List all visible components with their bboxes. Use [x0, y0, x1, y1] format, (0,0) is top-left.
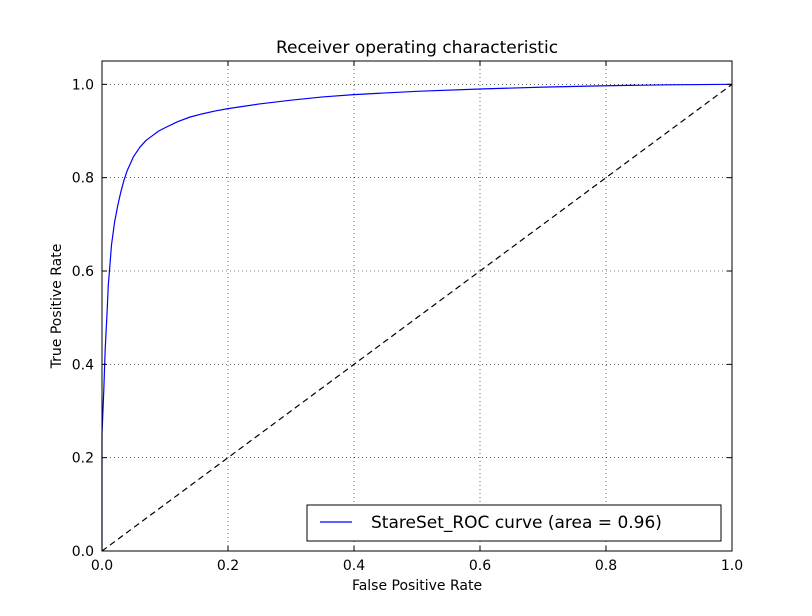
chance-diagonal-line — [101, 83, 733, 552]
legend: StareSet_ROC curve (area = 0.96) — [306, 504, 722, 542]
y-tick-label: 0.2 — [72, 451, 94, 467]
x-tick-label: 0.6 — [469, 558, 491, 574]
y-tick-label: 0.6 — [72, 264, 94, 280]
grid-layer — [102, 61, 732, 551]
y-axis-label: True Positive Rate — [49, 244, 65, 370]
roc-curve-line — [101, 83, 733, 551]
plot-frame — [101, 60, 733, 552]
legend-entry-label: StareSet_ROC curve (area = 0.96) — [371, 513, 662, 533]
y-tick-label: 0.4 — [72, 357, 94, 373]
x-axis-label: False Positive Rate — [352, 578, 482, 594]
x-tick-label: 0.0 — [91, 558, 113, 574]
x-tick-label: 1.0 — [721, 558, 743, 574]
y-tick-label: 0.0 — [72, 544, 94, 560]
tick-layer: 0.0 0.2 0.4 0.6 0.8 1.0 0.0 0.2 0.4 0.6 0.8 1.0 — [72, 61, 743, 574]
x-tick-label: 0.8 — [595, 558, 617, 574]
series-layer — [101, 83, 733, 552]
y-tick-label: 1.0 — [72, 77, 94, 93]
chart-title: Receiver operating characteristic — [276, 38, 558, 58]
y-tick-label: 0.8 — [72, 171, 94, 187]
x-tick-label: 0.2 — [217, 558, 239, 574]
x-tick-label: 0.4 — [343, 558, 365, 574]
legend-box — [306, 504, 722, 542]
